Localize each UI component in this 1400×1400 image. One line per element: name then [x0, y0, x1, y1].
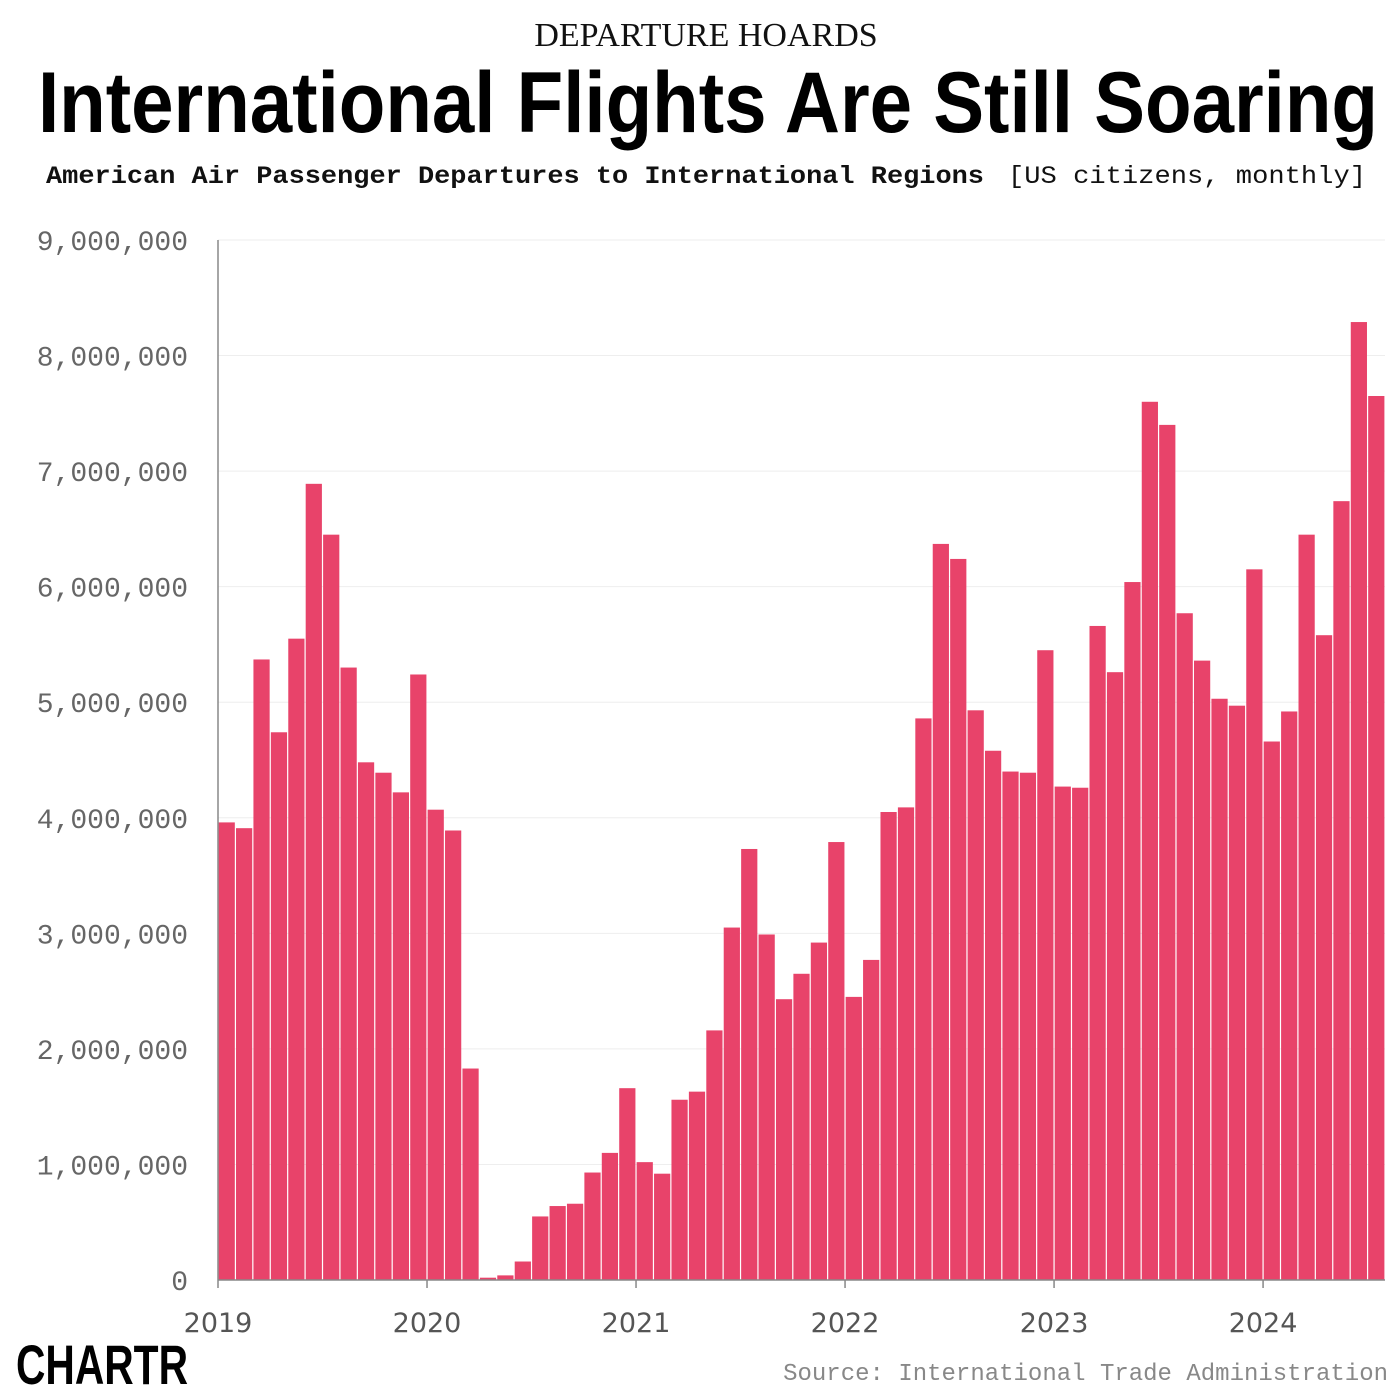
x-tick-label: 2023: [1020, 1308, 1089, 1339]
bar: [1228, 705, 1246, 1280]
bar: [410, 674, 427, 1280]
y-tick-label: 8,000,000: [37, 344, 188, 375]
bar: [1124, 582, 1141, 1280]
bar: [270, 732, 288, 1280]
y-tick-label: 1,000,000: [37, 1152, 188, 1183]
y-tick-label: 3,000,000: [37, 921, 188, 952]
bar: [828, 842, 845, 1280]
bar: [1281, 711, 1298, 1280]
x-tick-label: 2019: [184, 1308, 253, 1339]
bar: [1368, 396, 1385, 1280]
bar: [1246, 569, 1263, 1280]
bar: [688, 1091, 706, 1280]
bar: [375, 772, 392, 1280]
bar: [1141, 401, 1158, 1280]
y-tick-label: 6,000,000: [37, 575, 188, 606]
bar: [793, 973, 810, 1280]
bar: [619, 1088, 636, 1280]
bar: [1315, 635, 1333, 1280]
y-tick-label: 5,000,000: [37, 690, 188, 721]
bar: [1194, 660, 1211, 1280]
bar: [845, 996, 862, 1280]
bar: [288, 638, 305, 1280]
bar: [497, 1275, 514, 1280]
bar: [775, 999, 793, 1280]
bar: [218, 822, 235, 1280]
bar: [636, 1162, 653, 1280]
bar: [514, 1261, 531, 1280]
bar: [479, 1277, 497, 1280]
bar: [253, 659, 270, 1280]
y-tick-label: 0: [171, 1268, 188, 1299]
bar: [462, 1068, 479, 1280]
bar: [741, 848, 758, 1280]
bar: [323, 534, 340, 1280]
chart-title: International Flights Are Still Soaring: [38, 55, 1378, 151]
bar: [984, 750, 1002, 1280]
bar: [1176, 613, 1193, 1280]
bar: [1037, 650, 1054, 1280]
bar: [671, 1099, 688, 1280]
bar: [566, 1203, 584, 1280]
bar: [706, 1030, 723, 1280]
x-tick-label: 2021: [602, 1308, 671, 1339]
y-tick-label: 9,000,000: [37, 228, 188, 259]
bar: [445, 830, 462, 1280]
bar: [1211, 698, 1228, 1280]
bar: [549, 1206, 566, 1280]
bar: [1019, 772, 1037, 1280]
bar: [427, 809, 444, 1280]
bar: [1298, 534, 1315, 1280]
bar: [897, 807, 915, 1280]
subtitle-note: [US citizens, monthly]: [1008, 162, 1366, 191]
bar: [236, 828, 253, 1280]
bar: [915, 718, 932, 1280]
source: Source: International Trade Administrati…: [783, 1361, 1388, 1388]
y-tick-label: 2,000,000: [37, 1037, 188, 1068]
subtitle: American Air Passenger Departures to Int…: [46, 162, 984, 191]
bar: [601, 1152, 619, 1280]
bar: [810, 942, 828, 1280]
y-tick-label: 7,000,000: [37, 459, 188, 490]
bar: [1333, 501, 1350, 1281]
bar: [723, 927, 740, 1280]
bar: [863, 959, 880, 1280]
bar: [1159, 424, 1176, 1280]
bar: [950, 558, 967, 1280]
bar: [758, 934, 775, 1280]
bar: [654, 1173, 671, 1280]
bar: [340, 667, 357, 1280]
bar: [1072, 787, 1089, 1280]
bar: [1106, 672, 1124, 1280]
kicker: DEPARTURE HOARDS: [534, 17, 877, 54]
bar: [932, 543, 949, 1280]
bar: [967, 710, 984, 1280]
x-tick-label: 2020: [393, 1308, 462, 1339]
bar: [1054, 786, 1071, 1280]
bar: [1350, 322, 1367, 1280]
brand-logo: CHARTR: [16, 1333, 188, 1396]
bar: [584, 1172, 601, 1280]
bar: [357, 762, 375, 1280]
bar: [1263, 741, 1280, 1280]
bar: [1002, 771, 1019, 1280]
bar: [880, 812, 897, 1280]
x-tick-label: 2022: [811, 1308, 880, 1339]
x-tick-label: 2024: [1229, 1308, 1298, 1339]
bar: [305, 483, 322, 1280]
y-tick-label: 4,000,000: [37, 806, 188, 837]
bar: [392, 792, 409, 1280]
bar: [1089, 625, 1106, 1280]
bar: [532, 1216, 549, 1280]
